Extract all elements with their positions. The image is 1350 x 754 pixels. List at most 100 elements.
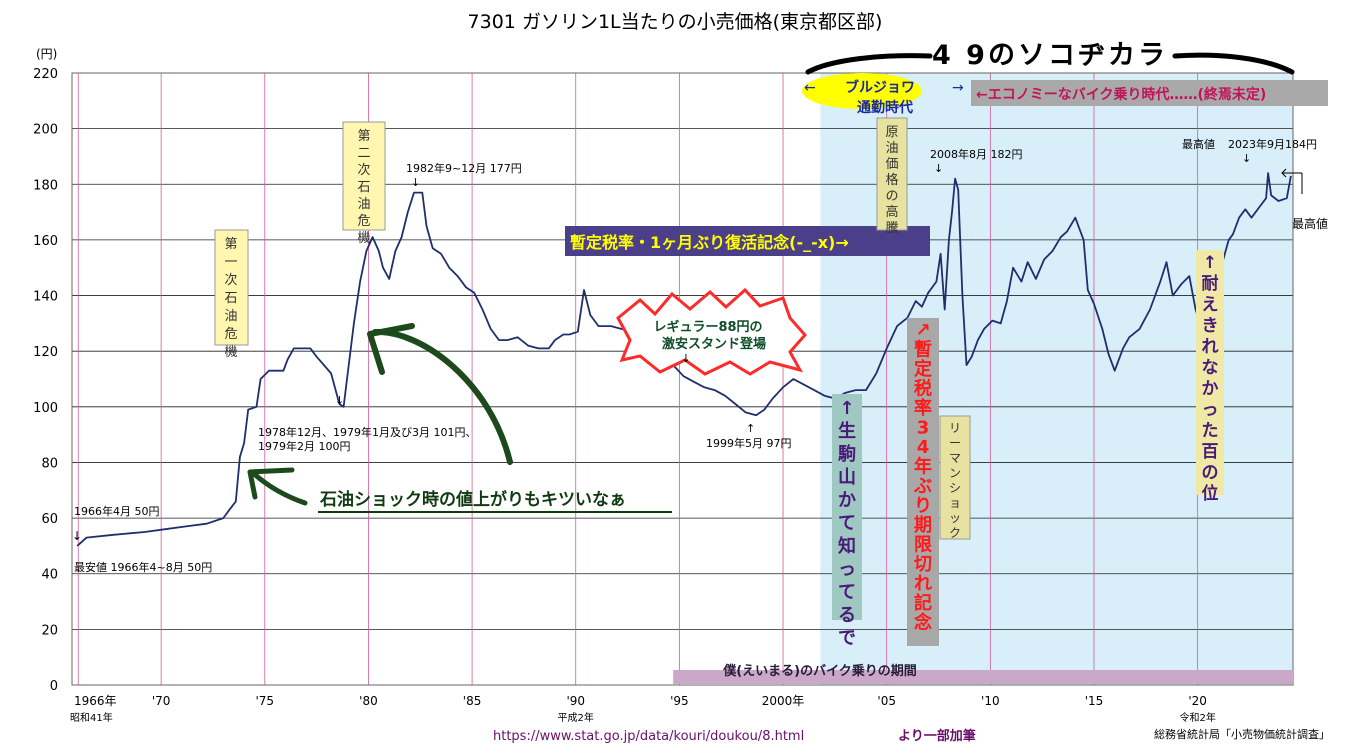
surge-box	[876, 117, 908, 231]
x-tick-label: 1966年	[74, 694, 117, 708]
shaded-period-1	[975, 73, 1293, 685]
arrow-down-icon: ↓	[681, 352, 690, 365]
annotation-peak-2023-arrow: ↓	[1242, 152, 1251, 165]
ikoma-label-char: っ	[838, 559, 856, 580]
arrow-left-icon: ←	[804, 80, 816, 96]
annotation-low-1966: 1966年4月 50円	[74, 504, 160, 518]
crisis-2-label-char: 油	[357, 197, 370, 212]
y-tick-label: 160	[33, 234, 58, 249]
crisis-2-label-char: 機	[357, 231, 370, 246]
credit-label: 総務省統計局「小売物価統計調査」	[1154, 727, 1330, 741]
source-url[interactable]: https://www.stat.go.jp/data/kouri/doukou…	[493, 729, 804, 744]
annotation-peak-1982: 1982年9~12月 177円	[406, 161, 522, 175]
tax-expiry-label-char: 切	[914, 554, 932, 575]
x-tick-label: '70	[152, 694, 171, 708]
crisis-1-label-char: 次	[224, 272, 237, 288]
vertical-texts: 第一次石油危機第二次石油危機原油価格の高騰リーマンショック↑生駒山かて知ってるで…	[224, 125, 1218, 649]
ikoma-box	[832, 394, 862, 620]
taeki-label-char: え	[1202, 295, 1219, 315]
ikoma-label-char: 知	[838, 535, 856, 557]
surge-label-char: 高	[885, 204, 898, 220]
crisis-2-box	[342, 121, 386, 231]
annotation-low-1999-arrow: ↑	[746, 422, 755, 435]
x-tick-sublabel: 令和2年	[1179, 711, 1215, 724]
taeki-box	[1196, 250, 1224, 495]
provisional-tax-label: 暫定税率・1ヶ月ぶり復活記念(-_-x)→	[570, 233, 849, 252]
tax-expiry-label-char: 限	[914, 535, 933, 556]
y-tick-label: 140	[33, 290, 58, 305]
lehman-label-char: シ	[949, 481, 961, 495]
annotation-peak-2023-line2: 2023年9月184円	[1228, 137, 1317, 151]
y-tick-label: 200	[33, 123, 58, 138]
provisional-tax-box	[565, 226, 930, 256]
annotation-dip-1979-line2: 1979年2月 100円	[258, 439, 351, 453]
arrow-right-icon: →	[952, 80, 964, 96]
crisis-2-label-char: 危	[357, 214, 370, 229]
lehman-label-char: リ	[949, 421, 961, 435]
ikoma-label-char: 生	[838, 420, 856, 442]
crisis-2-label-char: 次	[357, 162, 370, 178]
tax-expiry-label-char: れ	[914, 574, 932, 595]
y-tick-label: 60	[41, 512, 58, 527]
green-arrow-small-head	[247, 467, 295, 500]
surge-label-char: 原	[885, 125, 898, 140]
ikoma-label-char: て	[838, 582, 856, 603]
x-tick-label: '75	[256, 694, 275, 708]
x-tick-sublabel: 平成2年	[558, 711, 594, 724]
economy-label: ←エコノミーなバイク乗り時代……(終焉未定)	[976, 86, 1266, 103]
surge-label-char: 騰	[885, 220, 898, 236]
annotation-peak-1982-arrow: ↓	[411, 176, 420, 189]
y-tick-label: 20	[41, 623, 58, 638]
crisis-2-label-char: 二	[357, 146, 370, 161]
lehman-label-char: ョ	[949, 496, 961, 510]
tax-expiry-label-char: 税	[914, 378, 932, 400]
green-arrow-big-head	[367, 323, 415, 375]
y-tick-label: 100	[33, 401, 58, 416]
crisis-1-label-char: 石	[224, 291, 237, 306]
ikoma-label-char: か	[838, 490, 856, 511]
annotation-low-arrow: ↓	[72, 529, 82, 543]
surge-label-char: 油	[885, 141, 898, 156]
annotation-dip-arrow: ↓	[335, 394, 344, 407]
lehman-label-char: ン	[949, 466, 961, 480]
y-tick-label: 120	[33, 345, 58, 360]
x-tick-label: '80	[359, 694, 378, 708]
y-unit-label: (円)	[36, 47, 57, 61]
oil-shock-label: 石油ショック時の値上がりもキツいなぁ	[319, 489, 626, 510]
annotation-peak-2008-arrow: ↓	[934, 162, 943, 175]
crisis-2-label-char: 第	[357, 129, 370, 144]
annotation-peak-2023-line1: 最高値	[1182, 137, 1215, 151]
surge-label-char: 価	[885, 157, 898, 172]
taeki-label-char: た	[1202, 421, 1219, 441]
tax-expiry-label-char: ↗	[915, 320, 930, 341]
tax-expiry-label-char: 4	[917, 437, 930, 458]
tax-expiry-label-char: ぶ	[913, 476, 932, 497]
taeki-label-char: の	[1202, 463, 1219, 483]
y-tick-label: 220	[33, 67, 58, 82]
taeki-label-char: ↑	[1203, 253, 1217, 273]
plot-frame	[71, 72, 1294, 686]
taeki-label-char: 位	[1202, 483, 1219, 504]
y-tick-label: 180	[33, 178, 58, 193]
crisis-1-label-char: 一	[224, 255, 237, 270]
y-tick-label: 0	[50, 679, 58, 694]
bourgeois-ellipse	[802, 73, 922, 109]
lehman-label-char: ク	[949, 526, 961, 540]
taeki-label-char: 百	[1202, 442, 1219, 462]
x-tick-label: '85	[463, 694, 482, 708]
price-series-line	[76, 172, 1292, 547]
max-right-bracket	[1281, 168, 1303, 194]
crisis-2-label-char: 石	[357, 180, 370, 195]
lehman-label-char: ッ	[949, 511, 961, 525]
ikoma-label-char: 山	[838, 467, 856, 488]
taeki-label-char: れ	[1202, 337, 1219, 357]
tax-expiry-label-char: 率	[914, 397, 932, 419]
tax-expiry-label-char: 年	[914, 456, 932, 478]
lehman-box	[939, 415, 971, 540]
annotation-max-right: 最高値	[1292, 216, 1328, 231]
x-tick-label: '95	[670, 694, 689, 708]
surge-label-char: の	[885, 189, 898, 204]
ikoma-label-char: ↑	[839, 398, 854, 419]
